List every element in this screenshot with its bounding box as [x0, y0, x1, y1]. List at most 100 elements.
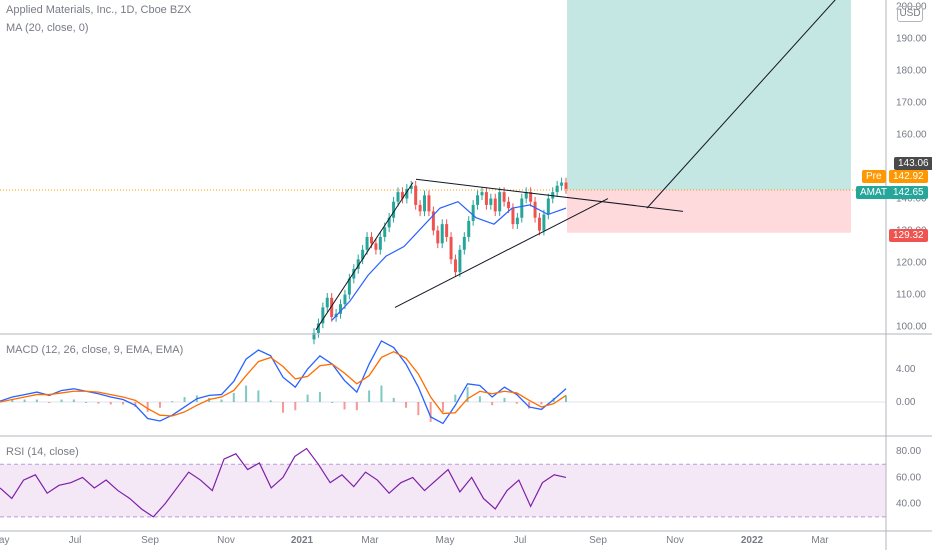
candle-body [467, 220, 471, 237]
signal-line [0, 350, 567, 417]
candle-body [537, 217, 541, 231]
target-zone [567, 0, 851, 191]
macd-histogram-bar [269, 400, 272, 402]
price-pane[interactable] [0, 0, 886, 345]
candle-body [489, 198, 493, 205]
candle-body [414, 185, 418, 205]
ma-line [331, 201, 567, 321]
macd-histogram-bar [35, 399, 38, 402]
projection-line [646, 0, 836, 209]
candle-body [560, 182, 564, 186]
candle-body [458, 249, 462, 273]
candle-body [427, 195, 431, 212]
macd-histogram-bar [183, 397, 186, 402]
macd-histogram-bar [282, 402, 284, 413]
candle-body [423, 195, 427, 212]
price-axis-label: 180.00 [896, 65, 927, 76]
macd-histogram-bar [48, 402, 51, 403]
price-axis-label: 110.00 [896, 290, 926, 301]
ma-legend: MA (20, close, 0) [6, 22, 89, 34]
candle-body [339, 304, 343, 314]
candle-body [321, 307, 325, 324]
candle-body [445, 224, 449, 237]
candle-body [392, 201, 396, 218]
macd-histogram-bar [232, 392, 235, 402]
macd-histogram-bar [257, 390, 260, 402]
time-axis-label: Sep [589, 535, 607, 546]
rsi-legend: RSI (14, close) [6, 446, 79, 458]
rsi-axis-label: 80.00 [896, 446, 921, 457]
candle-body [515, 217, 519, 225]
candle-body [542, 214, 546, 231]
macd-legend: MACD (12, 26, close, 9, EMA, EMA) [6, 344, 184, 356]
macd-histogram-bar [441, 402, 444, 412]
price-tag-stop: 129.32 [889, 229, 928, 242]
candle-body [330, 297, 334, 317]
macd-histogram-bar [72, 399, 75, 402]
candle-body [453, 259, 457, 273]
rsi-line [0, 447, 567, 518]
candle-body [325, 297, 329, 308]
trendline-rise [315, 182, 414, 331]
candle-body [507, 201, 511, 209]
trendline-lower [394, 198, 609, 308]
time-axis-label: Mar [811, 535, 829, 546]
macd-histogram-bar [220, 399, 223, 402]
macd-histogram-bar [380, 385, 383, 402]
macd-histogram-bar [392, 397, 395, 402]
chart-title: Applied Materials, Inc., 1D, Cboe BZX [6, 4, 192, 16]
macd-histogram-bar [97, 402, 100, 404]
macd-line [0, 340, 567, 425]
candle-body [378, 236, 382, 250]
macd-histogram-bar [60, 399, 63, 402]
time-axis-label: May [0, 535, 9, 546]
rsi-pane[interactable] [0, 447, 886, 518]
candle-body [440, 224, 444, 244]
candle-body [520, 198, 524, 218]
rsi-axis-label: 60.00 [896, 472, 921, 483]
price-axis-label: 120.00 [896, 258, 927, 269]
candle-body [533, 201, 537, 218]
macd-histogram-bar [171, 401, 174, 403]
candle-body [493, 198, 497, 212]
macd-histogram-bar [417, 402, 420, 416]
symbol-label: AMAT [856, 186, 892, 199]
rsi-axis-label: 40.00 [896, 499, 921, 510]
macd-histogram-bar [11, 399, 14, 402]
macd-histogram-bar [454, 394, 457, 402]
candle-body [356, 259, 360, 269]
candle-body [418, 204, 422, 212]
candle-body [529, 192, 533, 202]
macd-histogram-bar [85, 402, 88, 403]
rsi-band [0, 464, 886, 517]
macd-axis-label: 0.00 [896, 397, 916, 408]
time-axis-label: Nov [217, 535, 235, 546]
candle-body [405, 188, 409, 199]
candle-body [471, 204, 475, 221]
macd-histogram-bar [515, 402, 518, 404]
candle-body [511, 208, 515, 225]
price-tag-last: 142.65 [889, 186, 928, 199]
candle-body [316, 323, 320, 333]
candle-body [383, 227, 387, 237]
macd-axis-label: 4.00 [896, 364, 916, 375]
candle-body [462, 236, 466, 250]
price-axis-label: 160.00 [896, 129, 927, 140]
macd-pane[interactable] [0, 340, 886, 425]
candle-body [387, 217, 391, 228]
macd-histogram-bar [318, 392, 321, 402]
time-axis-label: Jul [69, 535, 82, 546]
macd-histogram-bar [245, 385, 248, 402]
macd-histogram-bar [331, 402, 334, 403]
time-axis-label: Jul [514, 535, 527, 546]
candle-body [352, 268, 356, 279]
macd-histogram-bar [429, 402, 432, 422]
candle-body [480, 192, 484, 196]
macd-histogram-bar [158, 402, 161, 408]
price-axis-label: 190.00 [896, 33, 927, 44]
macd-histogram-bar [491, 402, 494, 406]
candle-body [365, 236, 369, 250]
candle-body [546, 198, 550, 215]
currency-badge[interactable]: USD [897, 6, 923, 22]
